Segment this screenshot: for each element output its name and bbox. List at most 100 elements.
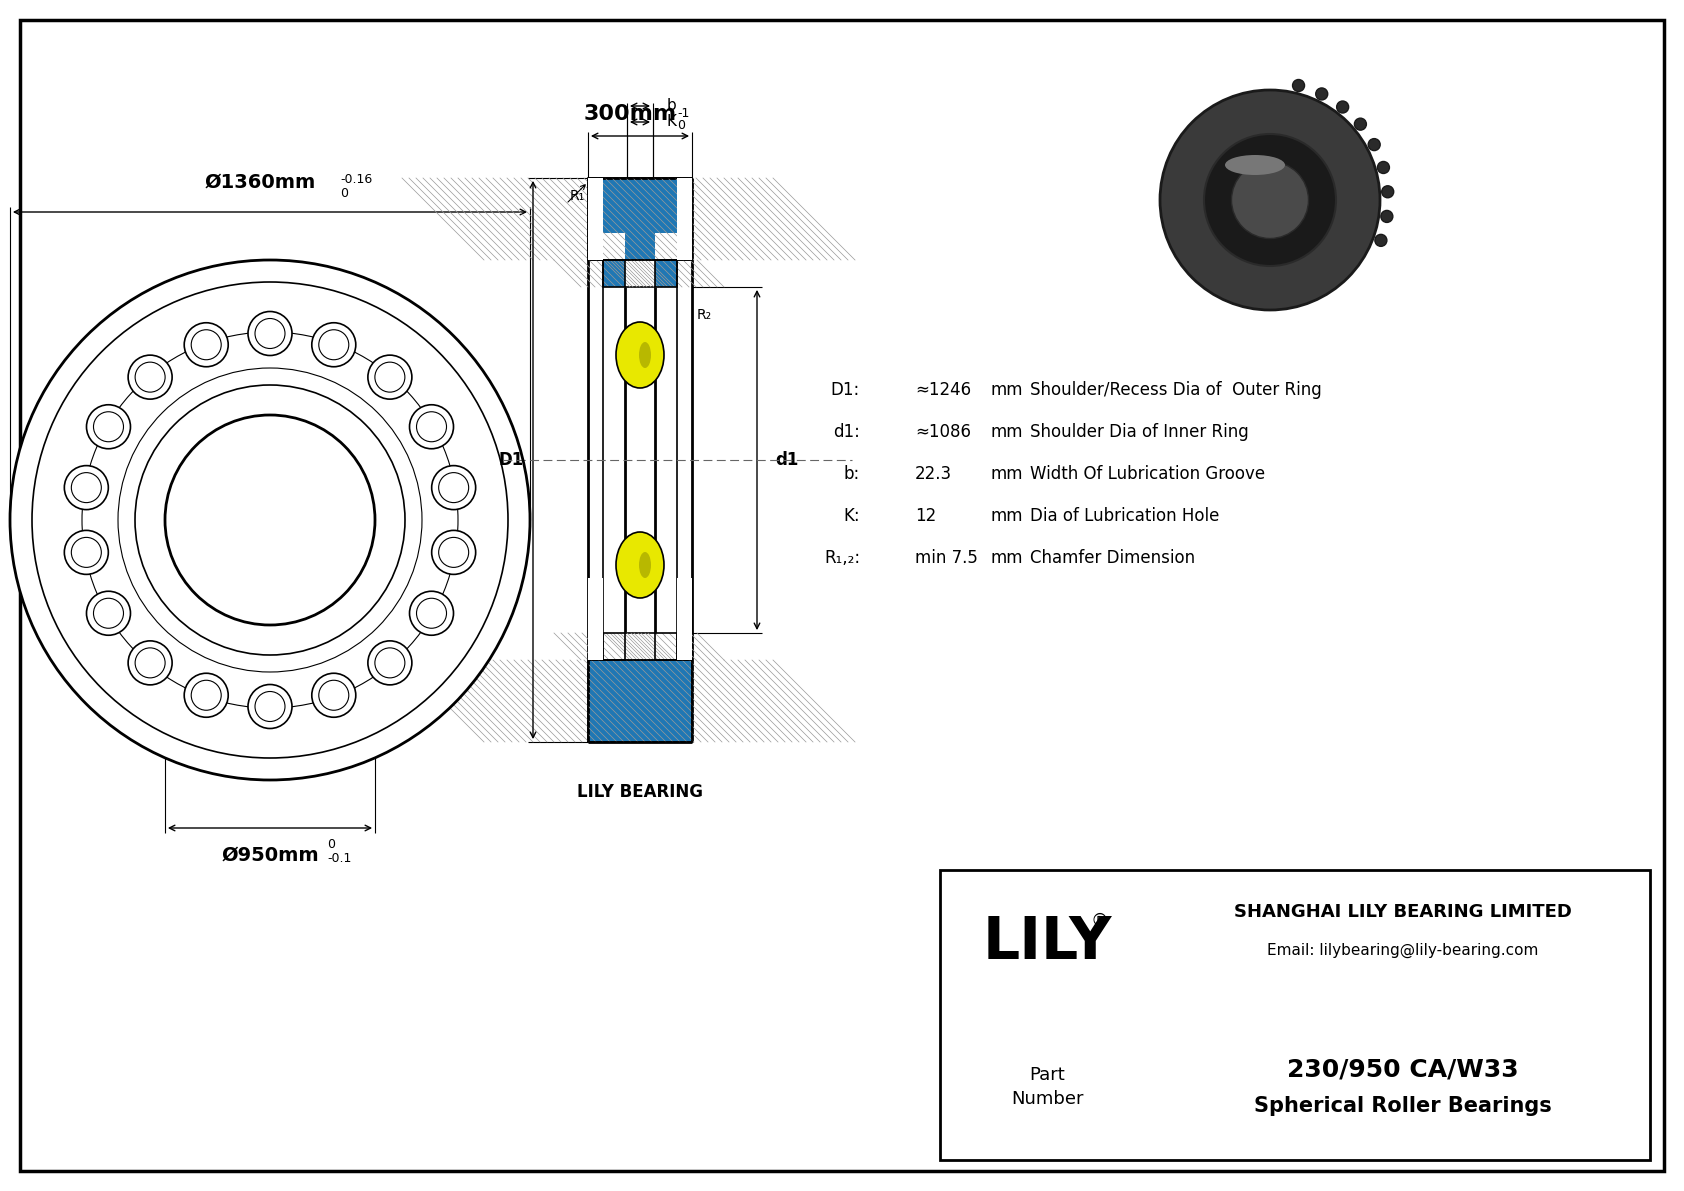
Text: Spherical Roller Bearings: Spherical Roller Bearings bbox=[1253, 1096, 1551, 1116]
Text: mm: mm bbox=[990, 507, 1022, 525]
Bar bbox=[603, 632, 625, 660]
Text: mm: mm bbox=[990, 423, 1022, 441]
Text: Number: Number bbox=[1012, 1091, 1084, 1109]
Text: 300mm: 300mm bbox=[583, 104, 677, 124]
Circle shape bbox=[1381, 211, 1393, 223]
Ellipse shape bbox=[616, 532, 663, 598]
Text: min 7.5: min 7.5 bbox=[914, 549, 978, 567]
Circle shape bbox=[312, 323, 355, 367]
Circle shape bbox=[1293, 80, 1305, 92]
Bar bbox=[677, 177, 692, 260]
Ellipse shape bbox=[1224, 155, 1285, 175]
Circle shape bbox=[1378, 162, 1389, 174]
Text: Dia of Lubrication Hole: Dia of Lubrication Hole bbox=[1031, 507, 1219, 525]
Bar bbox=[655, 632, 677, 660]
Circle shape bbox=[1374, 235, 1388, 247]
Text: ≈1086: ≈1086 bbox=[914, 423, 972, 441]
Text: Shoulder Dia of Inner Ring: Shoulder Dia of Inner Ring bbox=[1031, 423, 1250, 441]
Circle shape bbox=[184, 323, 229, 367]
Circle shape bbox=[64, 466, 108, 510]
Text: mm: mm bbox=[990, 381, 1022, 399]
Text: mm: mm bbox=[990, 464, 1022, 484]
Circle shape bbox=[1354, 118, 1366, 130]
Text: -1: -1 bbox=[677, 107, 689, 120]
Text: Ø1360mm: Ø1360mm bbox=[204, 173, 315, 192]
Circle shape bbox=[1337, 101, 1349, 113]
Circle shape bbox=[86, 591, 130, 635]
Circle shape bbox=[165, 414, 376, 625]
Text: K:: K: bbox=[844, 507, 861, 525]
Bar bbox=[588, 660, 692, 742]
Circle shape bbox=[431, 466, 475, 510]
Text: Email: lilybearing@lily-bearing.com: Email: lilybearing@lily-bearing.com bbox=[1266, 942, 1537, 958]
Circle shape bbox=[1381, 186, 1394, 198]
Text: Width Of Lubrication Groove: Width Of Lubrication Groove bbox=[1031, 464, 1265, 484]
Circle shape bbox=[367, 641, 413, 685]
Text: 22.3: 22.3 bbox=[914, 464, 951, 484]
Ellipse shape bbox=[638, 551, 652, 578]
Bar bbox=[588, 177, 603, 260]
Text: d1: d1 bbox=[775, 451, 798, 469]
Circle shape bbox=[1160, 91, 1379, 310]
Circle shape bbox=[1231, 162, 1308, 238]
Text: 0: 0 bbox=[327, 838, 335, 852]
Text: LILY: LILY bbox=[983, 913, 1111, 971]
Circle shape bbox=[1204, 135, 1335, 266]
Circle shape bbox=[409, 405, 453, 449]
Text: 12: 12 bbox=[914, 507, 936, 525]
Bar bbox=[655, 260, 677, 287]
Text: Shoulder/Recess Dia of  Outer Ring: Shoulder/Recess Dia of Outer Ring bbox=[1031, 381, 1322, 399]
Circle shape bbox=[248, 685, 291, 729]
Bar bbox=[603, 260, 625, 287]
Circle shape bbox=[10, 260, 530, 780]
Bar bbox=[940, 869, 1650, 1160]
Text: Chamfer Dimension: Chamfer Dimension bbox=[1031, 549, 1196, 567]
Text: SHANGHAI LILY BEARING LIMITED: SHANGHAI LILY BEARING LIMITED bbox=[1234, 903, 1571, 921]
Text: d1:: d1: bbox=[834, 423, 861, 441]
Circle shape bbox=[64, 530, 108, 574]
Circle shape bbox=[128, 641, 172, 685]
Ellipse shape bbox=[616, 322, 663, 388]
Text: mm: mm bbox=[990, 549, 1022, 567]
Bar bbox=[677, 578, 692, 660]
Bar bbox=[625, 287, 655, 632]
Circle shape bbox=[409, 591, 453, 635]
Bar bbox=[603, 632, 625, 660]
Text: 0: 0 bbox=[677, 119, 685, 132]
Text: ≈1246: ≈1246 bbox=[914, 381, 972, 399]
Text: R₁: R₁ bbox=[569, 189, 584, 202]
Text: ®: ® bbox=[1091, 911, 1108, 929]
Bar bbox=[655, 632, 677, 660]
Text: R₂: R₂ bbox=[697, 308, 712, 322]
Text: 230/950 CA/W33: 230/950 CA/W33 bbox=[1287, 1058, 1519, 1081]
Bar bbox=[603, 632, 625, 660]
Circle shape bbox=[312, 673, 355, 717]
Text: -0.16: -0.16 bbox=[340, 173, 372, 186]
Text: -0.1: -0.1 bbox=[327, 852, 352, 865]
Ellipse shape bbox=[638, 342, 652, 368]
Text: 0: 0 bbox=[340, 187, 349, 200]
Bar bbox=[588, 177, 692, 260]
Circle shape bbox=[248, 312, 291, 355]
Circle shape bbox=[367, 355, 413, 399]
Bar bbox=[655, 260, 677, 287]
Circle shape bbox=[431, 530, 475, 574]
Text: b:: b: bbox=[844, 464, 861, 484]
Circle shape bbox=[1315, 88, 1327, 100]
Text: LILY BEARING: LILY BEARING bbox=[578, 782, 702, 802]
Bar bbox=[655, 233, 677, 260]
Circle shape bbox=[86, 405, 130, 449]
Bar bbox=[603, 233, 625, 260]
Text: R₁,₂:: R₁,₂: bbox=[823, 549, 861, 567]
Circle shape bbox=[1367, 138, 1381, 150]
Circle shape bbox=[184, 673, 229, 717]
Text: Part: Part bbox=[1029, 1066, 1066, 1085]
Text: Ø950mm: Ø950mm bbox=[221, 846, 318, 865]
Bar bbox=[655, 632, 677, 660]
Bar bbox=[588, 578, 603, 660]
Text: D1:: D1: bbox=[830, 381, 861, 399]
Circle shape bbox=[128, 355, 172, 399]
Bar bbox=[588, 660, 692, 742]
Text: D1: D1 bbox=[498, 451, 524, 469]
Text: K: K bbox=[667, 114, 677, 130]
